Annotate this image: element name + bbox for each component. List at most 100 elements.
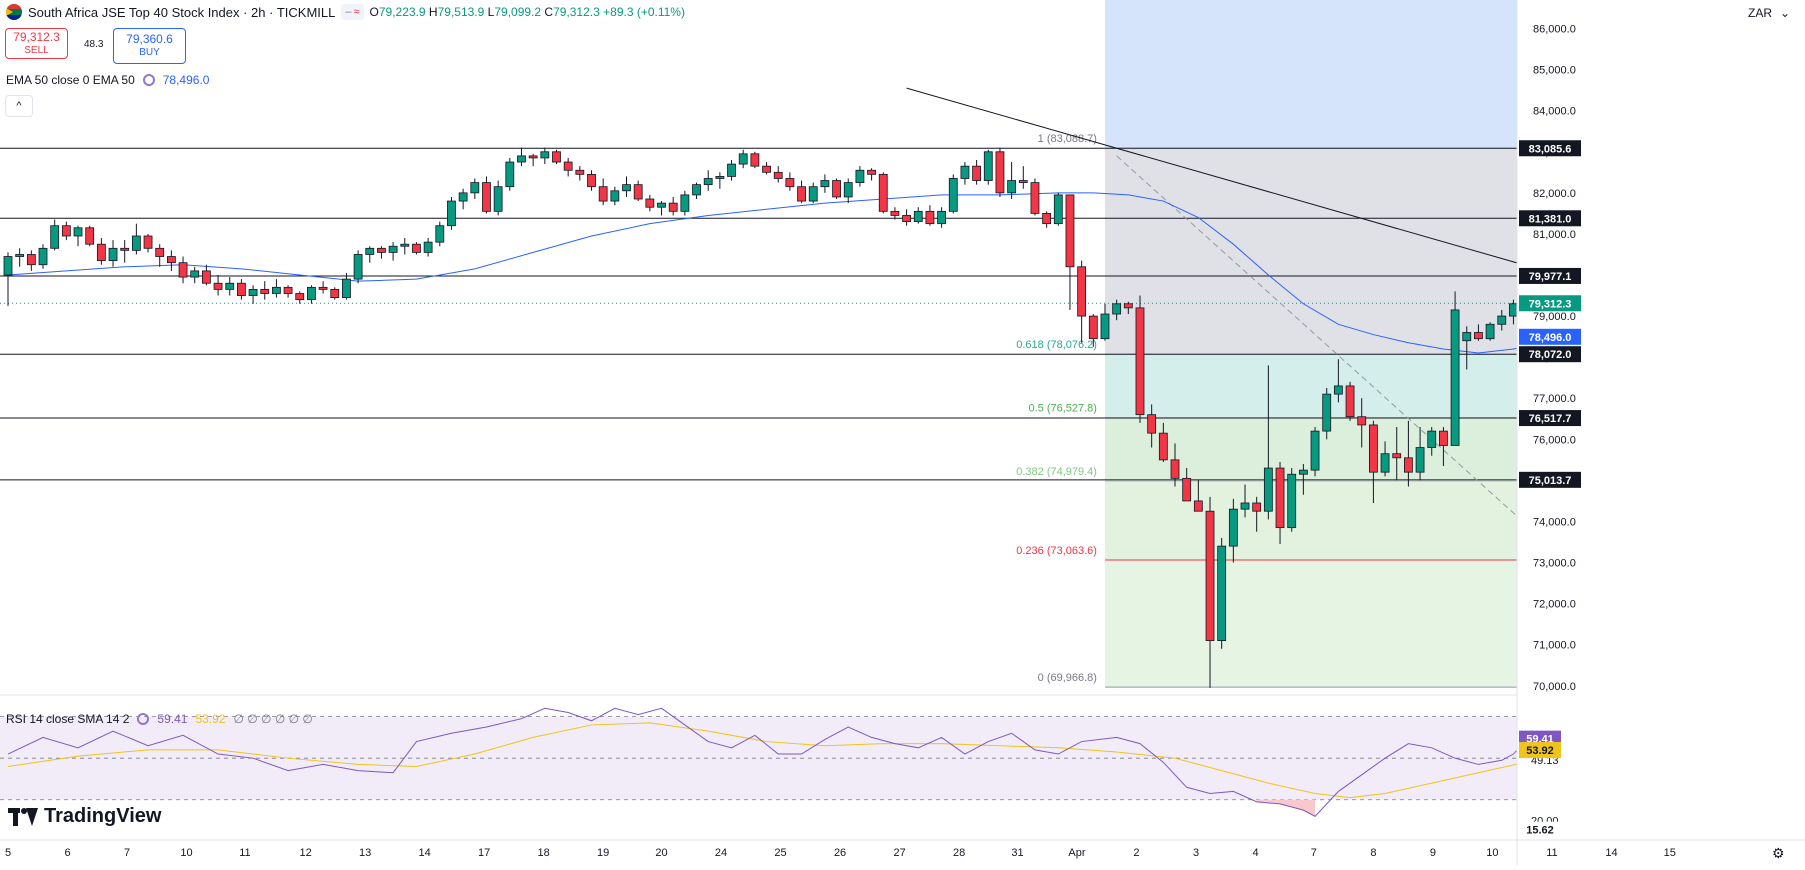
candle[interactable]: [540, 151, 550, 159]
symbol-title[interactable]: South Africa JSE Top 40 Stock Index · 2h…: [28, 4, 336, 20]
candle[interactable]: [552, 151, 561, 163]
candle[interactable]: [1497, 315, 1507, 325]
candle[interactable]: [1509, 303, 1518, 317]
buy-button[interactable]: 79,360.6 BUY: [113, 28, 186, 64]
candle[interactable]: [307, 286, 316, 301]
candle[interactable]: [1380, 453, 1390, 473]
candle[interactable]: [808, 186, 818, 202]
candle[interactable]: [1404, 457, 1413, 473]
candle[interactable]: [1170, 459, 1180, 479]
candle[interactable]: [61, 225, 71, 237]
candle[interactable]: [1077, 266, 1087, 317]
candle[interactable]: [260, 288, 270, 294]
candle[interactable]: [388, 245, 398, 253]
candle[interactable]: [1333, 385, 1343, 395]
candle[interactable]: [236, 282, 246, 296]
collapse-legend-button[interactable]: ^: [5, 95, 33, 117]
candle[interactable]: [1158, 432, 1168, 461]
tradingview-logo[interactable]: TradingView: [8, 805, 161, 828]
candle[interactable]: [1357, 416, 1367, 426]
candle[interactable]: [50, 225, 60, 249]
candle[interactable]: [1007, 180, 1017, 194]
candle[interactable]: [1310, 430, 1320, 471]
candle[interactable]: [1053, 194, 1063, 225]
candle[interactable]: [657, 202, 666, 208]
candle[interactable]: [1462, 332, 1472, 342]
candle[interactable]: [1018, 180, 1028, 183]
candle[interactable]: [575, 169, 585, 175]
candle[interactable]: [493, 186, 503, 212]
candle[interactable]: [412, 243, 421, 253]
candle[interactable]: [482, 182, 491, 212]
candle[interactable]: [727, 163, 736, 177]
candle[interactable]: [155, 247, 165, 257]
candle[interactable]: [96, 243, 106, 262]
candle[interactable]: [668, 202, 678, 212]
candle[interactable]: [1228, 508, 1238, 547]
refresh-icon[interactable]: [137, 713, 150, 725]
candle[interactable]: [832, 180, 841, 198]
candle[interactable]: [610, 190, 620, 202]
candle[interactable]: [820, 180, 830, 188]
candle[interactable]: [983, 151, 993, 181]
candle[interactable]: [633, 184, 643, 200]
candle[interactable]: [1392, 453, 1402, 459]
compare-chip[interactable]: – ≈: [341, 4, 364, 20]
candle[interactable]: [960, 165, 970, 179]
candle[interactable]: [190, 270, 200, 278]
candle[interactable]: [598, 186, 608, 202]
candle[interactable]: [283, 286, 293, 294]
candle[interactable]: [318, 286, 328, 290]
candle[interactable]: [937, 210, 946, 225]
candle[interactable]: [1123, 303, 1133, 309]
candle[interactable]: [423, 241, 433, 253]
candle[interactable]: [703, 178, 713, 186]
candle[interactable]: [878, 173, 888, 212]
candle[interactable]: [295, 293, 305, 301]
candle[interactable]: [1205, 510, 1215, 641]
candle[interactable]: [213, 282, 223, 290]
candle[interactable]: [435, 225, 445, 243]
candle[interactable]: [353, 254, 363, 280]
ema-legend[interactable]: EMA 50 close 0 EMA 50 78,496.0: [6, 73, 209, 87]
candle[interactable]: [201, 270, 211, 284]
candle[interactable]: [563, 161, 573, 171]
candle[interactable]: [342, 278, 351, 298]
candle[interactable]: [785, 178, 795, 188]
candle[interactable]: [517, 155, 526, 163]
candle[interactable]: [365, 247, 375, 255]
candle[interactable]: [330, 288, 340, 298]
candle[interactable]: [3, 256, 13, 276]
candle[interactable]: [272, 286, 281, 294]
candle[interactable]: [38, 247, 48, 266]
candle[interactable]: [1322, 393, 1332, 432]
candle[interactable]: [143, 235, 153, 249]
candle[interactable]: [131, 235, 141, 251]
candle[interactable]: [587, 173, 596, 188]
candle[interactable]: [715, 176, 725, 179]
candle[interactable]: [1252, 502, 1262, 512]
candle[interactable]: [913, 210, 923, 223]
candle[interactable]: [902, 215, 911, 223]
candle[interactable]: [1193, 500, 1203, 512]
candle[interactable]: [1298, 469, 1308, 475]
candle[interactable]: [1450, 309, 1460, 446]
candle[interactable]: [1275, 467, 1285, 529]
currency-selector[interactable]: ZAR ⌄: [1748, 6, 1790, 20]
candle[interactable]: [948, 178, 958, 212]
candle[interactable]: [797, 186, 806, 202]
candle[interactable]: [1345, 385, 1355, 418]
candle[interactable]: [1474, 332, 1483, 340]
candle[interactable]: [1485, 323, 1495, 340]
rsi-legend[interactable]: RSI 14 close SMA 14 2 59.41 53.92 ∅ ∅ ∅ …: [6, 712, 313, 726]
refresh-icon[interactable]: [142, 74, 155, 86]
candle[interactable]: [1368, 424, 1378, 473]
candle[interactable]: [225, 282, 235, 290]
candle[interactable]: [248, 288, 258, 296]
candle[interactable]: [528, 155, 538, 159]
candle[interactable]: [645, 198, 655, 208]
candle[interactable]: [1427, 430, 1437, 448]
candle[interactable]: [1030, 182, 1040, 214]
candle[interactable]: [680, 194, 690, 212]
